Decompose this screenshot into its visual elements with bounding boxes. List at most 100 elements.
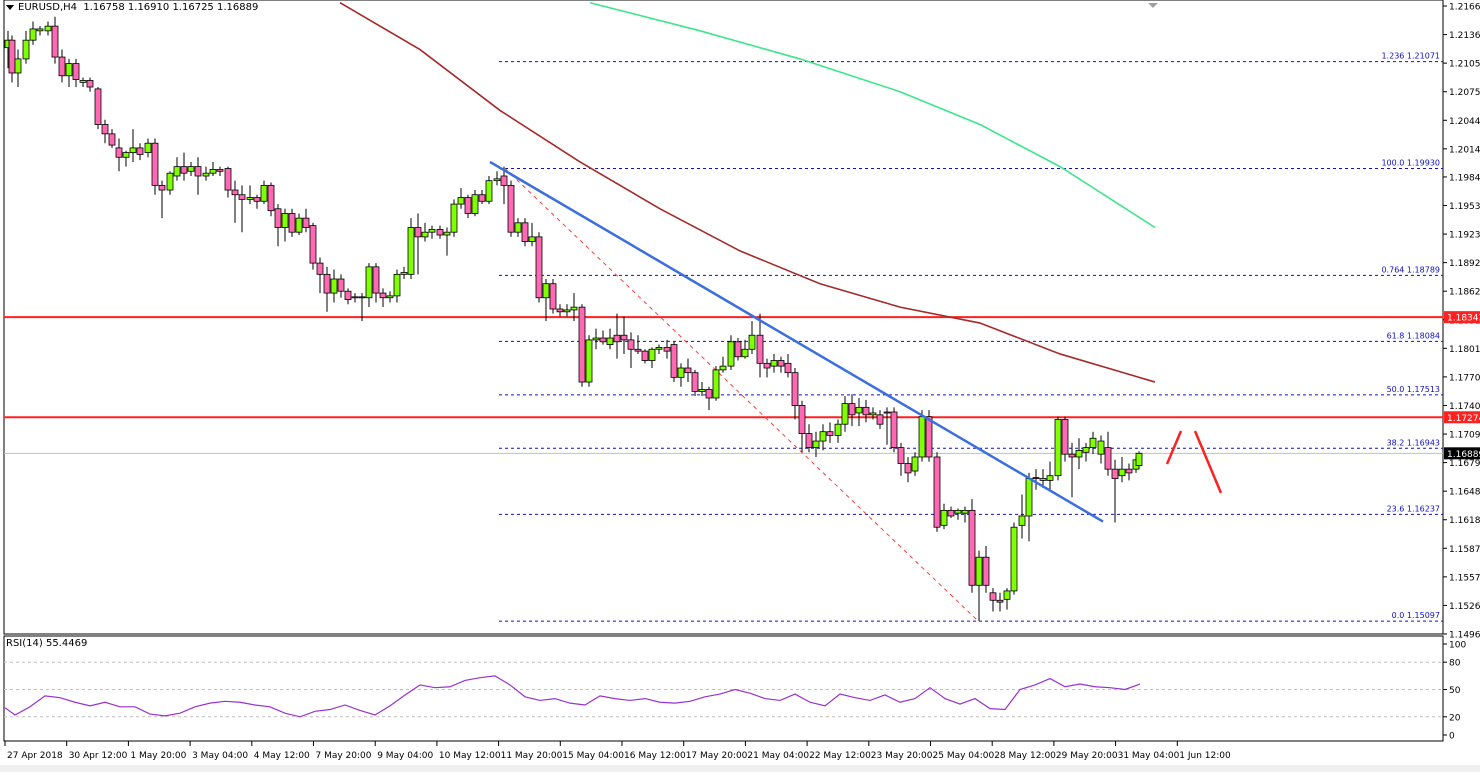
time-tick-label: 25 May 04:00 [933, 751, 995, 761]
price-tick-label: 1.18620 [1449, 288, 1480, 298]
candle-body [996, 599, 1004, 603]
candlesticks [4, 16, 1143, 621]
rsi-tick-label: 50 [1449, 686, 1461, 696]
candle [365, 263, 373, 308]
price-tick-label: 1.14960 [1449, 631, 1480, 641]
candle-body [1125, 468, 1133, 474]
candle-body [975, 556, 983, 586]
candle [777, 356, 785, 373]
candle [748, 321, 756, 354]
candle [72, 58, 80, 88]
candle [606, 328, 614, 350]
candle [238, 185, 246, 233]
rsi-panel: 100 80 50 20 0 [4, 641, 1466, 742]
candle-body [323, 273, 331, 294]
candle-body [691, 372, 699, 392]
candle [940, 503, 948, 530]
current-price-label: 1.16889 [1447, 450, 1480, 460]
candle [281, 208, 289, 242]
price-tick-label: 1.19535 [1449, 202, 1480, 212]
price-tick-label: 1.19840 [1449, 173, 1480, 183]
candle [727, 335, 735, 370]
bearish-trendline [489, 160, 1104, 523]
candle [122, 150, 130, 167]
candle-body [421, 231, 429, 238]
candle-body [194, 166, 202, 177]
candle [86, 77, 94, 92]
candle-body [173, 166, 181, 177]
candle [358, 293, 366, 322]
candle-body [982, 556, 990, 586]
candle [570, 293, 578, 322]
candle [648, 347, 656, 369]
candle-body [805, 433, 813, 449]
candle [841, 396, 849, 432]
candle-body [819, 431, 827, 442]
candle-body [1075, 450, 1083, 458]
candle [202, 166, 210, 181]
fib-level-label: 61.8 1.18084 [1387, 331, 1440, 340]
candle [209, 161, 217, 176]
candle [8, 35, 16, 83]
candle-body [954, 509, 962, 514]
candle-body [613, 334, 621, 343]
candle-body [521, 222, 529, 242]
candle-body [848, 403, 856, 416]
candle [478, 190, 486, 205]
candle [180, 152, 188, 181]
candle [421, 222, 429, 242]
candle-body [428, 228, 436, 233]
candle-body [599, 337, 607, 343]
rsi-label: RSI(14) 55.4469 [6, 638, 88, 649]
candle [471, 190, 479, 217]
candle-body [1025, 478, 1033, 517]
candle [585, 335, 593, 387]
candle [741, 339, 749, 359]
fib-level-label: 1.236 1.21071 [1381, 52, 1440, 61]
candle-body [238, 194, 246, 200]
price-tick-label: 1.21665 [1449, 3, 1480, 13]
candle-body [365, 266, 373, 299]
candle [848, 394, 856, 427]
candle [798, 400, 806, 453]
time-tick-label: 30 Apr 12:00 [69, 751, 128, 761]
candle-body [869, 412, 877, 416]
candle [428, 225, 436, 239]
fib-level-label: 23.6 1.16237 [1387, 504, 1440, 513]
time-tick-label: 31 May 04:00 [1118, 751, 1180, 761]
time-tick-label: 28 May 12:00 [994, 751, 1056, 761]
chart-title: EURUSD,H4 1.16758 1.16910 1.16725 1.1688… [6, 2, 258, 13]
candle-body [705, 389, 713, 399]
candle [144, 138, 152, 158]
candle-body [812, 440, 820, 449]
chart-menu-triangle-icon[interactable] [6, 4, 14, 10]
candle [400, 266, 408, 280]
candle [549, 279, 557, 314]
candle-body [274, 208, 282, 228]
candle [1125, 463, 1133, 481]
candle [975, 550, 983, 621]
status-strip [0, 765, 1480, 772]
candle-body [528, 236, 536, 242]
candle [620, 316, 628, 354]
candle [450, 199, 458, 237]
candle [295, 213, 303, 236]
price-tick-label: 1.20750 [1449, 88, 1480, 98]
candle-body [253, 197, 261, 202]
candle-body [592, 337, 600, 341]
candle-body [316, 262, 324, 275]
candle [457, 188, 465, 209]
candle-body [1082, 447, 1090, 453]
candle-body [216, 169, 224, 172]
candle-body [29, 28, 37, 41]
candle-body [1089, 437, 1097, 449]
candle [464, 194, 472, 219]
time-axis: 27 Apr 2018 30 Apr 12:00 1 May 20:00 3 May … [4, 741, 1231, 761]
candle [386, 291, 394, 303]
candle [968, 499, 976, 593]
candle-body [855, 406, 863, 414]
resistance-price-label: 1.18343 [1447, 314, 1480, 324]
candle-body [756, 334, 764, 364]
candle [1075, 438, 1083, 470]
